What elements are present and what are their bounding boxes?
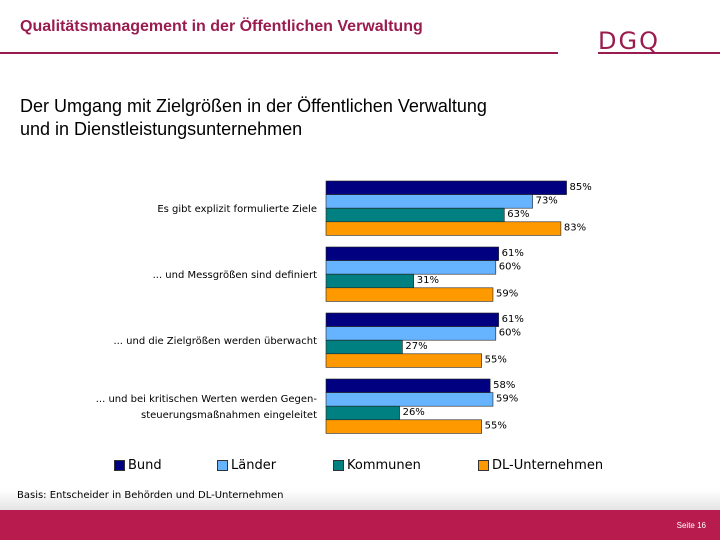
bar [325,353,482,368]
bar [325,392,494,407]
bar [325,378,491,393]
dgq-logo: DGQ [598,27,660,55]
bar [325,260,497,275]
category-label: ... und die Zielgrößen werden überwacht [113,336,317,347]
bar [325,246,499,261]
data-label: 83% [564,223,586,234]
category-label: steuerungsmaßnahmen eingeleitet [141,410,317,421]
legend-item-bund: Bund [114,458,162,473]
legend-swatch [114,460,125,471]
header-divider [0,52,558,54]
category-label: Es gibt explizit formulierte Ziele [157,204,317,215]
bar [325,419,482,434]
bar [325,326,497,341]
bar [325,273,415,289]
bar [325,180,567,195]
data-label: 63% [507,209,529,220]
header-divider-right [598,52,720,54]
data-label: 60% [499,327,521,338]
header-title: Qualitätsmanagement in der Öffentlichen … [20,18,423,35]
legend-item-laender: Länder [217,458,276,473]
bar [325,312,499,327]
data-label: 61% [502,248,524,259]
bar [325,339,403,355]
slide-title: Der Umgang mit Zielgrößen in der Öffentl… [20,95,487,141]
legend-label: DL-Unternehmen [492,458,604,473]
basis-note: Basis: Entscheider in Behörden und DL-Un… [17,490,284,501]
legend-label: Kommunen [347,458,421,473]
data-label: 58% [493,380,515,391]
legend-swatch [478,460,489,471]
bar [325,207,505,223]
data-label: 55% [485,421,507,432]
data-label: 55% [485,355,507,366]
legend-label: Länder [231,458,277,473]
data-label: 73% [536,195,558,206]
slide-title-line2: und in Dienstleistungsunternehmen [20,119,303,139]
footer-bar [0,510,720,540]
footer-shade [0,490,720,510]
legend-item-kommunen: Kommunen [333,458,421,473]
legend-item-dl: DL-Unternehmen [478,458,603,473]
page-number: Seite 16 [676,521,706,530]
bar [325,194,533,209]
bar [325,221,562,236]
data-label: 59% [496,289,518,300]
bar [325,287,494,302]
data-label: 85% [570,182,592,193]
data-label: 60% [499,261,521,272]
data-label: 27% [405,341,427,352]
data-label: 31% [417,275,439,286]
data-label: 59% [496,393,518,404]
legend-swatch [217,460,228,471]
category-label: ... und Messgrößen sind definiert [153,270,317,281]
slide-title-line1: Der Umgang mit Zielgrößen in der Öffentl… [20,96,487,116]
data-label: 26% [403,407,425,418]
category-label: ... und bei kritischen Werten werden Geg… [96,394,318,405]
data-label: 61% [502,314,524,325]
legend-label: Bund [128,458,162,473]
bar [325,405,400,421]
legend-swatch [333,460,344,471]
